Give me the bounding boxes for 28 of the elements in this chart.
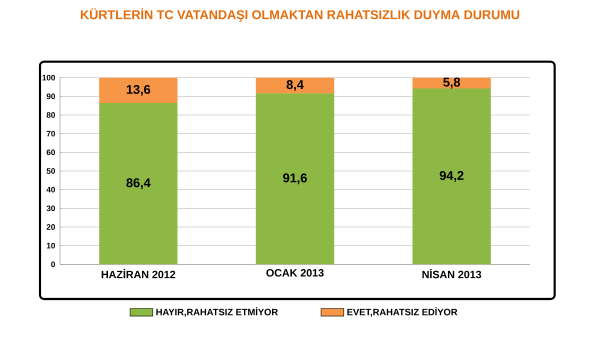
data-label: 91,6: [283, 173, 307, 184]
y-tick-label: 30: [46, 206, 55, 212]
legend-label: EVET,RAHATSIZ EDİYOR: [347, 307, 458, 317]
y-tick-label: 0: [51, 262, 55, 268]
chart-title: KÜRTLERİN TC VATANDAŞI OLMAKTAN RAHATSIZLIK DUYMA DURUMU: [80, 8, 520, 22]
data-label: 5,8: [443, 78, 460, 88]
x-tick-label: HAZİRAN 2012: [102, 269, 176, 278]
y-tick-label: 60: [46, 150, 55, 156]
x-tick-label: NİSAN 2013: [422, 269, 482, 278]
bar: [99, 78, 178, 104]
data-label: 94,2: [440, 171, 464, 182]
y-tick-label: 80: [46, 112, 55, 118]
bar: [256, 78, 334, 94]
y-tick-label: 20: [46, 224, 55, 230]
y-tick-label: 100: [42, 74, 55, 81]
y-tick-label: 40: [46, 186, 55, 193]
y-tick-label: 10: [46, 242, 55, 249]
data-label: 13,6: [126, 84, 150, 96]
y-tick-label: 70: [46, 130, 55, 137]
bar: [99, 103, 178, 264]
data-label: 86,4: [126, 178, 151, 190]
y-tick-label: 50: [46, 168, 55, 174]
y-tick-label: 90: [46, 94, 55, 100]
bar: [412, 88, 491, 264]
x-tick-label: OCAK 2013: [266, 269, 324, 277]
data-label: 8,4: [286, 80, 304, 91]
legend-label: HAYIR,RAHATSIZ ETMİYOR: [156, 307, 278, 317]
bar: [256, 93, 334, 264]
